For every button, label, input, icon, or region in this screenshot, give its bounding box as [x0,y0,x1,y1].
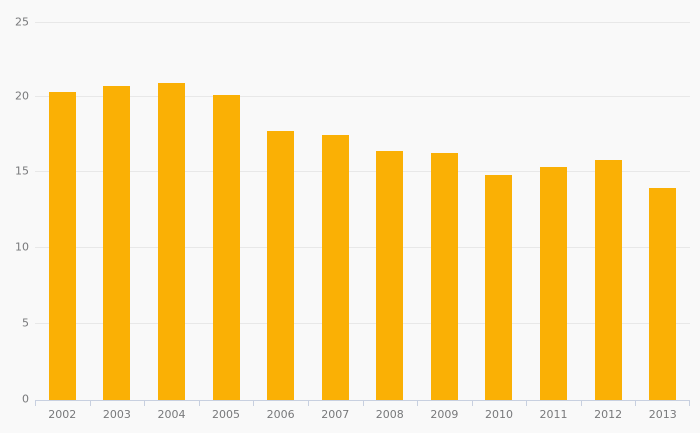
x-axis-ticks [35,400,690,407]
bar[interactable] [321,135,349,400]
x-axis-tick [689,400,690,406]
y-axis-labels: 25 20 15 10 5 0 [0,0,29,433]
x-axis-line [35,400,690,401]
x-axis-tick [472,400,473,406]
x-tick-label: 2012 [594,408,623,421]
bars-layer [35,0,690,400]
x-axis-tick [35,400,36,406]
gridline [35,96,690,97]
bar[interactable] [103,86,131,400]
bar[interactable] [267,130,295,400]
y-tick-label: 0 [22,392,29,406]
bar[interactable] [212,95,240,400]
x-axis-tick [90,400,91,406]
x-axis-tick [144,400,145,406]
gridline [35,323,690,324]
x-tick-label: 2011 [539,408,568,421]
gridline [35,22,690,23]
x-tick-label: 2008 [375,408,404,421]
x-tick-label: 2010 [484,408,513,421]
bar[interactable] [594,159,622,400]
y-tick-label: 10 [15,240,29,254]
x-axis-tick [363,400,364,406]
x-tick-label: 2004 [157,408,186,421]
x-tick-label: 2006 [266,408,295,421]
x-axis-tick [635,400,636,406]
x-axis-tick [199,400,200,406]
x-axis-tick [253,400,254,406]
x-tick-label: 2013 [648,408,677,421]
bar[interactable] [157,83,185,400]
y-tick-label: 25 [15,15,29,29]
bar[interactable] [376,151,404,400]
bar[interactable] [540,167,568,400]
x-axis-tick [581,400,582,406]
x-tick-label: 2009 [430,408,459,421]
plot-area [35,0,690,400]
x-tick-label: 2005 [212,408,241,421]
x-axis-tick [526,400,527,406]
x-axis-tick [417,400,418,406]
bar[interactable] [485,175,513,400]
x-axis-labels: 2002 2003 2004 2005 2006 2007 2008 2009 2010 2011… [35,406,690,428]
bar[interactable] [430,152,458,400]
gridline [35,247,690,248]
x-axis-tick [308,400,309,406]
x-tick-label: 2007 [321,408,350,421]
x-tick-label: 2003 [102,408,131,421]
y-tick-label: 5 [22,316,29,330]
bar[interactable] [48,91,76,400]
y-tick-label: 15 [15,164,29,178]
gridline [35,171,690,172]
y-tick-label: 20 [15,89,29,103]
x-tick-label: 2002 [48,408,77,421]
bar[interactable] [649,187,677,400]
